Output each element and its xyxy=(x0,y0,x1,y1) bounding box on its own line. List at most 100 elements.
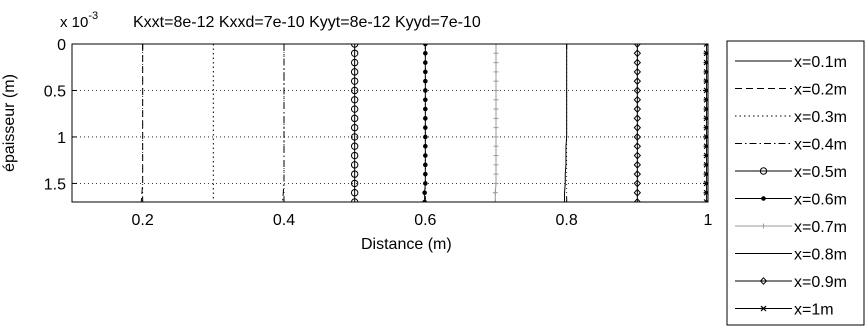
legend-label: x=0.6m xyxy=(794,192,847,209)
y-multiplier-exponent: -3 xyxy=(88,10,98,22)
data-point xyxy=(350,179,359,188)
x-tick-label: 0.2 xyxy=(132,212,154,229)
data-point xyxy=(423,181,428,186)
data-point xyxy=(423,171,428,177)
plot-frame xyxy=(71,43,709,203)
data-point xyxy=(493,60,499,66)
series-line xyxy=(140,44,144,202)
legend-item: x=0.9m xyxy=(735,274,847,291)
data-point xyxy=(423,78,428,84)
data-point xyxy=(350,49,359,57)
data-point xyxy=(350,142,359,150)
series-x=0.8m xyxy=(564,44,568,202)
data-point xyxy=(493,143,499,149)
series-x=0.6m xyxy=(422,44,428,202)
data-point xyxy=(633,95,642,104)
data-point xyxy=(423,162,428,168)
y-multiplier-prefix: x 10 xyxy=(60,14,88,31)
data-point xyxy=(703,115,708,122)
data-point xyxy=(633,179,642,188)
legend-label: x=0.9m xyxy=(794,274,847,291)
legend-label: x=0.2m xyxy=(794,82,847,99)
data-point xyxy=(423,134,428,140)
chart-title: Kxxt=8e-12 Kxxd=7e-10 Kyyt=8e-12 Kyyd=7e… xyxy=(133,14,481,31)
data-point xyxy=(633,67,642,76)
series-x=0.5m xyxy=(350,44,359,202)
y-tick-label: 1.5 xyxy=(44,176,66,193)
data-point xyxy=(493,106,499,112)
data-point xyxy=(493,115,499,121)
legend-marker xyxy=(761,223,766,229)
data-point xyxy=(633,58,642,67)
data-point xyxy=(633,170,642,179)
data-point xyxy=(423,69,428,75)
data-point xyxy=(423,97,428,103)
data-point xyxy=(493,125,499,131)
series-x=0.7m xyxy=(492,44,499,202)
data-point xyxy=(350,123,359,132)
data-point xyxy=(703,78,708,85)
data-point xyxy=(633,77,642,86)
data-point xyxy=(493,134,499,140)
data-point xyxy=(703,161,708,168)
legend-item: x=0.2m xyxy=(735,82,847,99)
legend-item: x=0.7m xyxy=(735,219,847,236)
data-point xyxy=(493,78,499,84)
data-point xyxy=(423,60,428,65)
x-tick-label: 0.8 xyxy=(556,212,578,229)
series-line xyxy=(282,44,285,202)
x-tick-label: 0.4 xyxy=(273,212,295,229)
legend-label: x=0.8m xyxy=(794,247,847,264)
legend-item: x=1m xyxy=(735,302,834,319)
data-point xyxy=(703,199,708,202)
series-x=0.9m xyxy=(633,44,642,202)
data-point xyxy=(350,189,359,197)
data-point xyxy=(633,49,642,58)
data-point xyxy=(350,68,359,76)
legend-label: x=0.4m xyxy=(794,137,847,154)
data-point xyxy=(423,153,428,158)
y-tick-label: 0 xyxy=(57,37,66,54)
data-point xyxy=(493,180,499,186)
data-point xyxy=(493,87,499,93)
x-axis-label: Distance (m) xyxy=(361,236,452,253)
legend-label: x=0.7m xyxy=(794,219,847,236)
data-point xyxy=(633,188,642,197)
data-point xyxy=(350,161,359,169)
legend-item: x=0.4m xyxy=(735,137,847,154)
data-point xyxy=(350,58,359,67)
legend-marker xyxy=(759,167,768,175)
data-point xyxy=(493,50,499,56)
data-point xyxy=(493,97,499,103)
data-point xyxy=(703,124,708,131)
legend-label: x=0.5m xyxy=(794,164,847,181)
data-point xyxy=(633,86,642,95)
data-point xyxy=(703,189,708,196)
data-point xyxy=(422,190,427,196)
legend-item: x=0.3m xyxy=(735,109,847,126)
data-point xyxy=(350,198,359,202)
data-point xyxy=(703,96,708,103)
data-point xyxy=(703,68,708,75)
data-point xyxy=(350,170,359,178)
data-point xyxy=(423,88,428,93)
data-point xyxy=(633,198,642,202)
data-point xyxy=(703,171,708,178)
y-multiplier: x 10-3 xyxy=(60,10,98,31)
data-point xyxy=(703,44,708,47)
data-point xyxy=(493,44,499,47)
series-group xyxy=(72,44,708,202)
data-point xyxy=(350,133,359,141)
legend: x=0.1m x=0.2m x=0.3m x=0.4m x=0.5m x=0.6m x=0.… xyxy=(726,40,865,326)
legend-label: x=1m xyxy=(794,302,834,319)
data-point xyxy=(423,50,428,56)
axis-ticks: 0.2 0.4 0.6 0.8 1 0 0.5 1 1.5 xyxy=(44,37,713,229)
y-tick-label: 1 xyxy=(57,130,66,147)
data-point xyxy=(350,44,359,48)
data-point xyxy=(423,125,428,130)
legend-label: x=0.3m xyxy=(794,109,847,126)
data-point xyxy=(350,96,359,104)
legend-marker xyxy=(760,305,767,312)
data-point xyxy=(423,116,428,121)
data-point xyxy=(703,106,708,112)
